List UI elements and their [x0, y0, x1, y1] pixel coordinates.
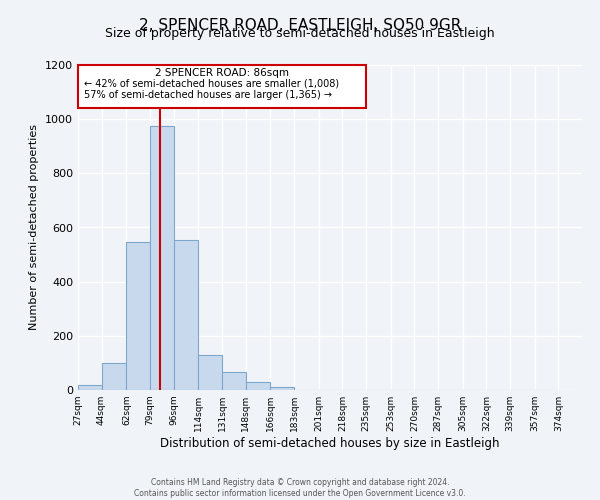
FancyBboxPatch shape	[78, 65, 366, 108]
Bar	[150, 126, 173, 390]
Bar	[173, 240, 199, 390]
X-axis label: Distribution of semi-detached houses by size in Eastleigh: Distribution of semi-detached houses by …	[160, 437, 500, 450]
Bar	[271, 388, 294, 390]
Bar	[245, 382, 271, 390]
Text: Contains HM Land Registry data © Crown copyright and database right 2024.
Contai: Contains HM Land Registry data © Crown c…	[134, 478, 466, 498]
Bar	[101, 363, 127, 390]
Y-axis label: Number of semi-detached properties: Number of semi-detached properties	[29, 124, 40, 330]
Bar	[78, 384, 101, 390]
Text: Size of property relative to semi-detached houses in Eastleigh: Size of property relative to semi-detach…	[105, 28, 495, 40]
Text: ← 42% of semi-detached houses are smaller (1,008): ← 42% of semi-detached houses are smalle…	[83, 79, 338, 89]
Text: 57% of semi-detached houses are larger (1,365) →: 57% of semi-detached houses are larger (…	[83, 90, 332, 100]
Text: 2 SPENCER ROAD: 86sqm: 2 SPENCER ROAD: 86sqm	[155, 68, 289, 78]
Bar	[199, 355, 222, 390]
Bar	[222, 372, 245, 390]
Bar	[127, 242, 150, 390]
Text: 2, SPENCER ROAD, EASTLEIGH, SO50 9GR: 2, SPENCER ROAD, EASTLEIGH, SO50 9GR	[139, 18, 461, 32]
